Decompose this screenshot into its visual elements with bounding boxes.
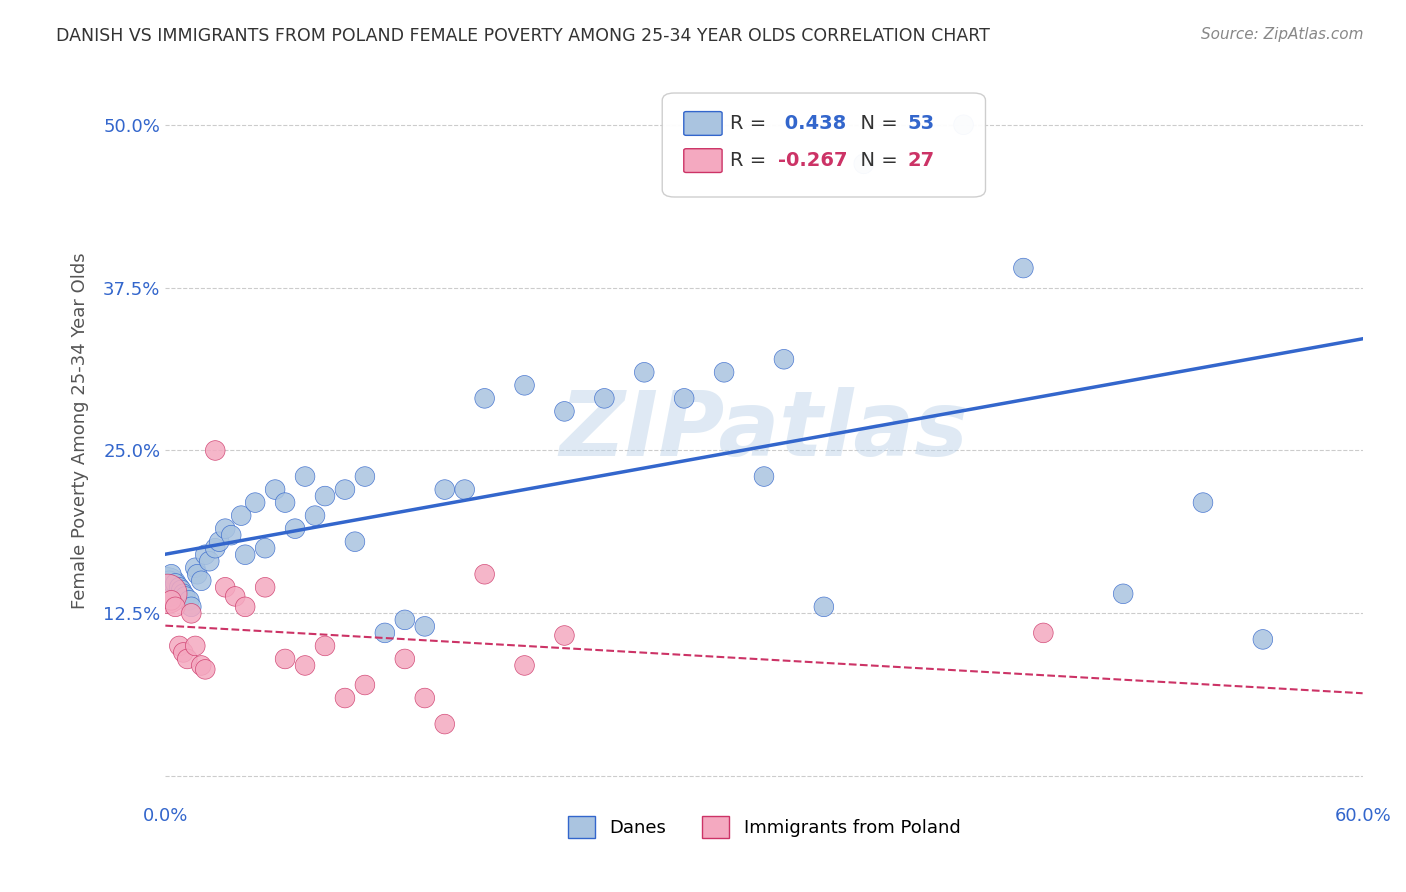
Point — [413, 691, 436, 706]
Point — [190, 658, 212, 673]
Point — [333, 483, 356, 497]
Point — [333, 691, 356, 706]
Point — [194, 548, 217, 562]
Point — [176, 652, 198, 666]
Point — [513, 378, 536, 392]
Point — [165, 599, 187, 614]
Text: -0.267: -0.267 — [779, 151, 848, 170]
Point — [157, 574, 180, 588]
Point — [194, 662, 217, 676]
Point — [231, 508, 253, 523]
Point — [1032, 626, 1054, 640]
Point — [1012, 261, 1035, 276]
Point — [264, 483, 287, 497]
Text: 0.438: 0.438 — [779, 114, 846, 133]
Point — [172, 645, 194, 659]
Point — [172, 587, 194, 601]
Point — [294, 469, 316, 483]
Point — [243, 495, 266, 509]
Point — [254, 580, 277, 594]
Point — [184, 560, 207, 574]
Text: 27: 27 — [908, 151, 935, 170]
Point — [219, 528, 242, 542]
Point — [1251, 632, 1274, 647]
Point — [314, 489, 336, 503]
Point — [553, 404, 575, 418]
Point — [374, 626, 396, 640]
Point — [1112, 587, 1135, 601]
Point — [453, 483, 475, 497]
Point — [813, 599, 835, 614]
Point — [394, 613, 416, 627]
Point — [474, 392, 496, 406]
Point — [343, 534, 366, 549]
Y-axis label: Female Poverty Among 25-34 Year Olds: Female Poverty Among 25-34 Year Olds — [72, 252, 89, 609]
Text: R =: R = — [731, 114, 773, 133]
Point — [224, 590, 246, 604]
Point — [593, 392, 616, 406]
Point — [673, 392, 696, 406]
Point — [394, 652, 416, 666]
Text: N =: N = — [848, 114, 904, 133]
Point — [208, 534, 231, 549]
FancyBboxPatch shape — [683, 149, 723, 172]
FancyBboxPatch shape — [683, 112, 723, 136]
Point — [174, 590, 197, 604]
Point — [156, 580, 179, 594]
Point — [204, 541, 226, 556]
Point — [214, 580, 236, 594]
Point — [474, 567, 496, 582]
Point — [713, 365, 735, 379]
Point — [513, 658, 536, 673]
Point — [852, 157, 875, 171]
Point — [156, 587, 179, 601]
Point — [304, 508, 326, 523]
Point — [169, 639, 191, 653]
Point — [354, 469, 377, 483]
Point — [433, 717, 456, 731]
Point — [169, 580, 191, 594]
Point — [204, 443, 226, 458]
Point — [180, 607, 202, 621]
Point — [254, 541, 277, 556]
Point — [314, 639, 336, 653]
Text: Source: ZipAtlas.com: Source: ZipAtlas.com — [1201, 27, 1364, 42]
Point — [413, 619, 436, 633]
Text: ZIPatlas: ZIPatlas — [560, 387, 969, 475]
Point — [233, 599, 256, 614]
Point — [633, 365, 655, 379]
Point — [553, 628, 575, 642]
Point — [752, 469, 775, 483]
Point — [160, 567, 183, 582]
Point — [773, 352, 796, 367]
Point — [160, 593, 183, 607]
Point — [433, 483, 456, 497]
Text: DANISH VS IMMIGRANTS FROM POLAND FEMALE POVERTY AMONG 25-34 YEAR OLDS CORRELATIO: DANISH VS IMMIGRANTS FROM POLAND FEMALE … — [56, 27, 990, 45]
Point — [165, 576, 187, 591]
Text: N =: N = — [848, 151, 904, 170]
Point — [952, 118, 974, 132]
Point — [180, 599, 202, 614]
Point — [190, 574, 212, 588]
Point — [184, 639, 207, 653]
Point — [186, 567, 208, 582]
Point — [214, 522, 236, 536]
Text: R =: R = — [731, 151, 773, 170]
Point — [179, 593, 201, 607]
Text: 53: 53 — [908, 114, 935, 133]
Point — [233, 548, 256, 562]
Point — [1192, 495, 1215, 509]
Point — [274, 652, 297, 666]
Point — [294, 658, 316, 673]
Point — [354, 678, 377, 692]
Point — [170, 582, 193, 597]
Point — [284, 522, 307, 536]
FancyBboxPatch shape — [662, 93, 986, 197]
Legend: Danes, Immigrants from Poland: Danes, Immigrants from Poland — [561, 809, 967, 846]
Point — [274, 495, 297, 509]
Point — [198, 554, 221, 568]
